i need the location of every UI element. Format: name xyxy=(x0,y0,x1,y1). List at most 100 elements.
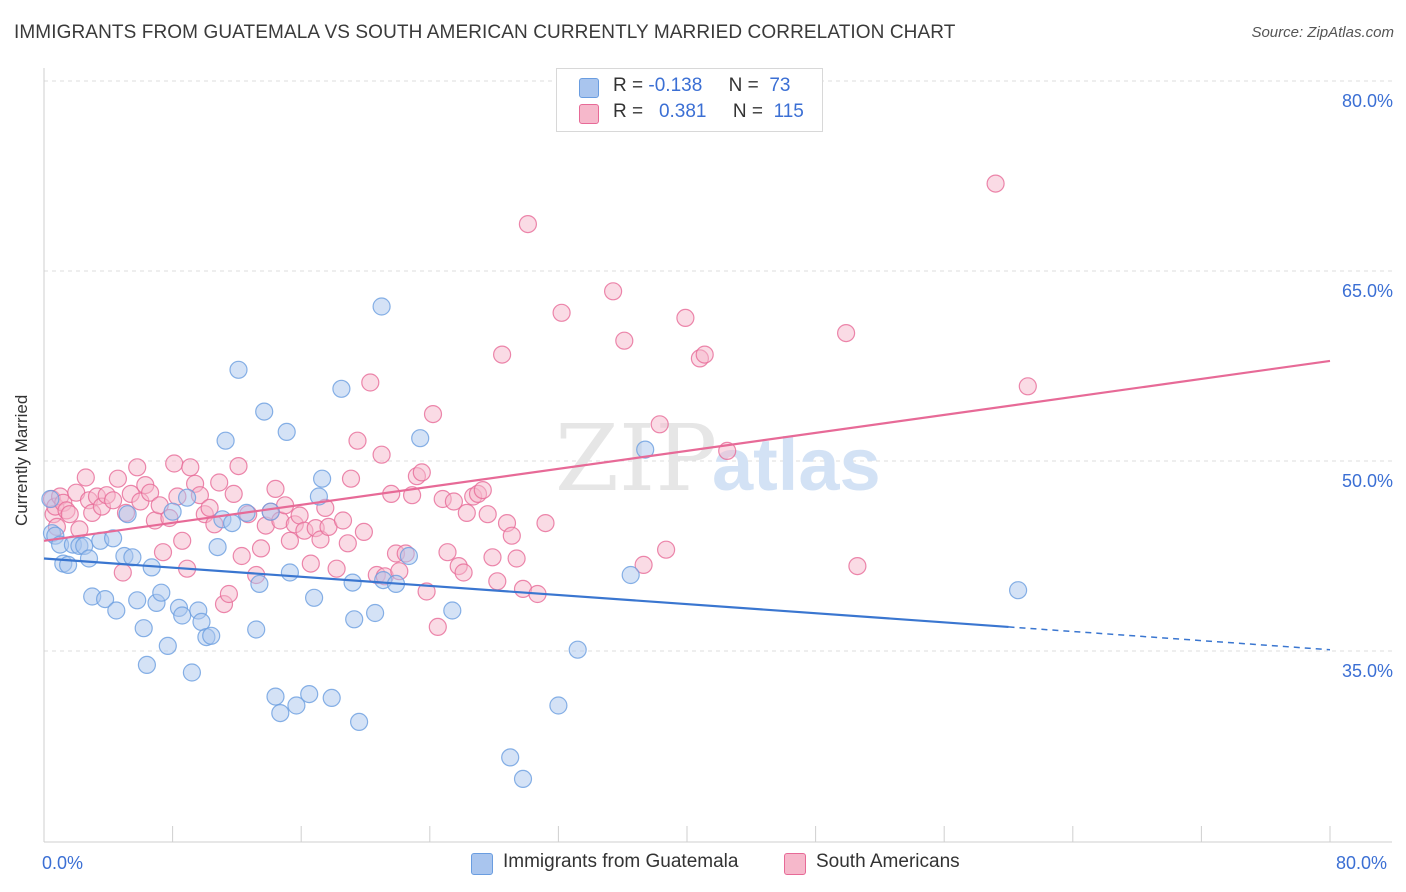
trend-line-guatemala xyxy=(43,557,1009,629)
south-american-point xyxy=(251,539,271,558)
guatemala-point xyxy=(216,431,235,450)
guatemala-point xyxy=(178,488,197,507)
south-american-point xyxy=(507,549,526,568)
guatemala-point xyxy=(152,583,171,602)
south-american-point xyxy=(488,572,507,591)
guatemala-point xyxy=(261,502,280,521)
bottom-legend-swatch-blue xyxy=(471,853,493,875)
x-tick-label-max: 80.0% xyxy=(1336,853,1388,873)
guatemala-point xyxy=(79,549,99,568)
guatemala-point xyxy=(372,297,391,316)
guatemala-point xyxy=(247,620,266,639)
x-tick-label-min: 0.0% xyxy=(42,853,84,873)
legend-r-label: R = xyxy=(613,75,644,96)
south-american-point xyxy=(836,324,856,343)
axes xyxy=(43,68,1392,843)
south-american-point xyxy=(232,546,251,566)
south-american-point xyxy=(229,457,248,476)
south-american-point xyxy=(552,303,571,322)
guatemala-point xyxy=(568,640,587,659)
guatemala-point xyxy=(277,422,296,441)
guatemala-point xyxy=(287,696,306,715)
south-american-point xyxy=(173,531,192,550)
south-american-point xyxy=(603,282,623,301)
guatemala-point xyxy=(350,712,369,732)
guatemala-point xyxy=(343,573,362,592)
south-american-point xyxy=(301,554,320,573)
guatemala-point xyxy=(501,748,520,767)
guatemala-point xyxy=(305,588,324,607)
south-american-point xyxy=(103,491,123,510)
south-american-point xyxy=(473,481,492,500)
south-american-point xyxy=(412,463,431,482)
legend-n-label: N = xyxy=(728,75,759,96)
guatemala-point xyxy=(250,574,269,594)
guatemala-point xyxy=(137,655,156,675)
y-tick-labels: 35.0% 50.0% 65.0% 80.0% xyxy=(1342,91,1393,681)
south-american-point xyxy=(333,511,353,530)
guatemala-point xyxy=(41,489,60,509)
watermark: ZIP atlas xyxy=(555,405,881,512)
south-american-point xyxy=(181,458,200,477)
guatemala-point xyxy=(158,636,177,656)
guatemala-point xyxy=(208,537,227,557)
gridlines xyxy=(44,80,1392,652)
south-american-point xyxy=(210,473,229,492)
south-american-point xyxy=(224,484,243,503)
guatemala-point xyxy=(128,591,147,610)
guatemala-point xyxy=(549,696,568,715)
legend-n-value: 73 xyxy=(769,75,791,96)
south-american-point xyxy=(454,563,473,582)
guatemala-point xyxy=(513,769,533,789)
y-tick-label-65: 65.0% xyxy=(1342,281,1393,301)
trend-lines xyxy=(43,359,1331,651)
south-american-point xyxy=(650,415,669,434)
south-american-point xyxy=(502,526,521,545)
south-american-point xyxy=(153,543,173,562)
guatemala-point xyxy=(223,513,242,533)
south-american-point xyxy=(354,522,373,542)
guatemala-point xyxy=(271,703,290,723)
legend-n-label: N = xyxy=(732,101,764,122)
guatemala-point xyxy=(229,360,248,379)
bottom-legend-label: South Americans xyxy=(816,851,960,872)
guatemala-point xyxy=(103,529,123,548)
south-american-point xyxy=(108,469,128,488)
guatemala-point xyxy=(107,601,126,620)
south-american-point xyxy=(457,503,476,523)
south-american-point xyxy=(536,513,555,533)
south-american-point xyxy=(483,548,502,567)
guatemala-point xyxy=(322,688,341,708)
guatemala-point xyxy=(173,606,192,625)
south-american-point xyxy=(518,215,538,234)
south-american-point xyxy=(200,498,219,517)
watermark-atlas: atlas xyxy=(712,423,881,506)
south-american-point xyxy=(695,345,714,364)
south-american-point xyxy=(848,556,867,576)
guatemala-point xyxy=(300,684,319,704)
guatemala-point xyxy=(366,603,385,623)
south-american-point xyxy=(341,469,361,488)
south-american-point xyxy=(60,505,79,524)
guatemala-point xyxy=(123,548,142,567)
series-south-americans xyxy=(42,174,1037,637)
guatemala-point xyxy=(95,589,115,609)
guatemala-point xyxy=(636,440,655,459)
south-american-point xyxy=(76,468,95,487)
legend-swatch-pink xyxy=(579,104,599,124)
trend-line-south-americans xyxy=(43,359,1331,542)
south-american-point xyxy=(986,174,1005,193)
guatemala-point xyxy=(266,687,285,706)
guatemala-point xyxy=(313,469,332,488)
south-american-point xyxy=(338,534,357,553)
south-american-point xyxy=(634,555,653,575)
guatemala-point xyxy=(280,563,299,582)
trend-line-guatemala-extension xyxy=(1008,626,1331,651)
y-tick-label-50: 50.0% xyxy=(1342,471,1393,491)
guatemala-point xyxy=(255,402,274,421)
south-american-point xyxy=(113,563,132,582)
south-american-point xyxy=(1018,377,1037,396)
south-american-point xyxy=(615,331,634,350)
south-american-point xyxy=(417,582,436,601)
